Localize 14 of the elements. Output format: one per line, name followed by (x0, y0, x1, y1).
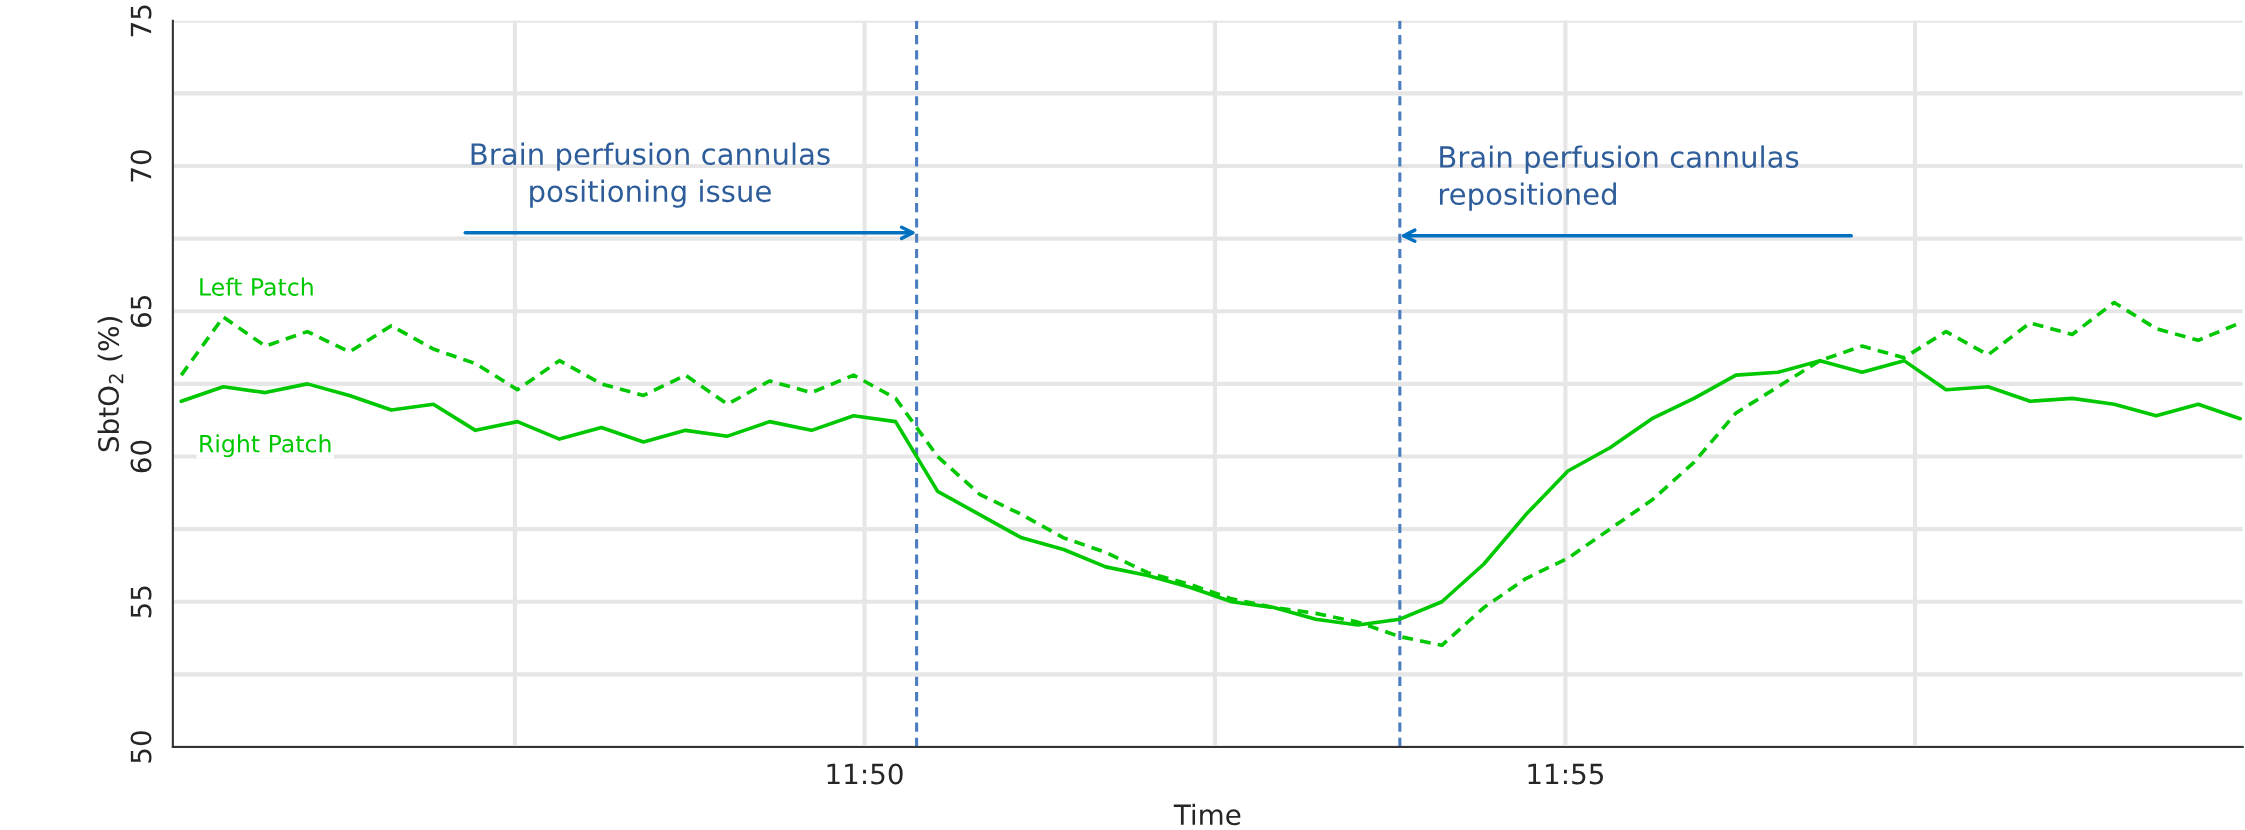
y-tick-label: 75 (130, 5, 152, 37)
x-axis-title: Time (1173, 803, 1241, 826)
y-tick-label: 60 (130, 440, 152, 473)
y-tick-label: 65 (130, 296, 152, 327)
y-tick-label: 50 (130, 731, 152, 763)
y-tick-label: 70 (130, 150, 152, 182)
series-label: Right Patch (200, 434, 331, 458)
series-label: Left Patch (200, 277, 313, 296)
y-axis-title: SbtO$_{2}$ (%) (97, 317, 124, 452)
x-tick-label: 11:50 (827, 763, 903, 785)
x-tick-label: 11:55 (1528, 763, 1603, 785)
annotation: Brain perfusion cannulas repositioned (1439, 145, 1799, 211)
annotation: Brain perfusion cannulas positioning issue (471, 142, 830, 208)
y-tick-label: 55 (130, 586, 152, 618)
